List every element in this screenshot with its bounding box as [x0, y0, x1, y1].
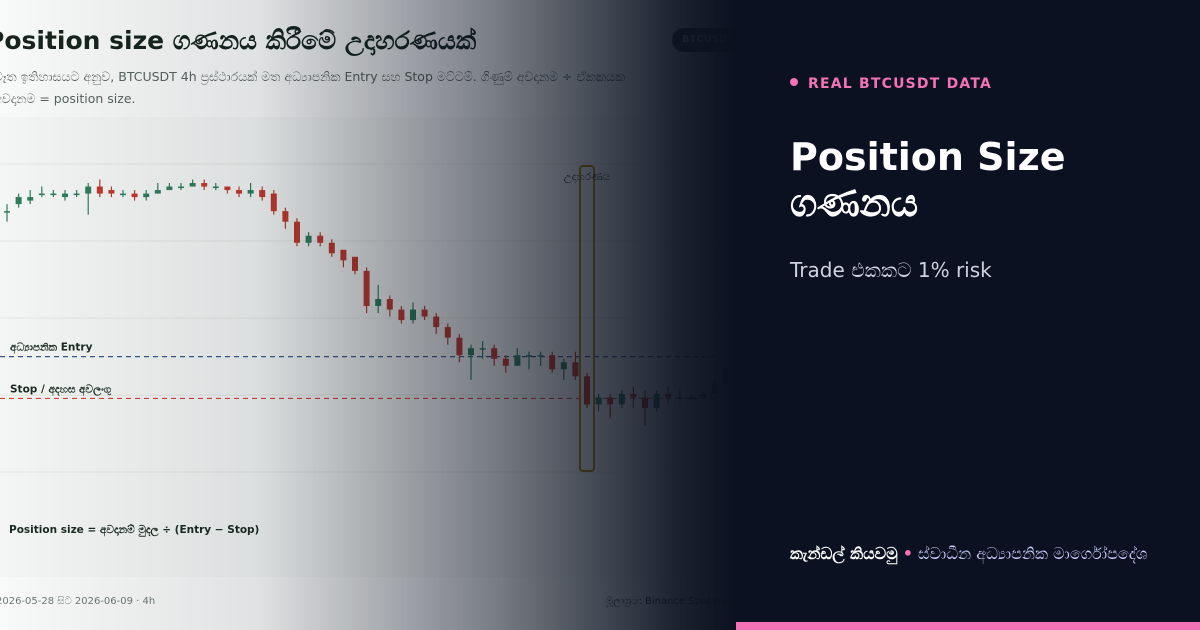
- candle-body: [363, 270, 370, 307]
- candle-body: [723, 369, 730, 384]
- candle-body: [201, 183, 208, 187]
- hero-panel: REAL BTCUSDT DATA Position Size ගණනය Tra…: [736, 0, 1200, 630]
- candle-body: [15, 197, 22, 205]
- candle-body: [642, 397, 648, 408]
- candle-body: [108, 190, 115, 194]
- kicker-text: REAL BTCUSDT DATA: [808, 76, 993, 92]
- candle-body: [120, 193, 126, 196]
- candle-body: [236, 190, 242, 194]
- candle-body: [607, 397, 614, 405]
- candle-body: [50, 193, 57, 196]
- chart-source-note: මූලාශ්‍රය: Binance Spot public API: [606, 596, 736, 607]
- candle-body: [572, 362, 579, 377]
- candle-body: [688, 397, 695, 399]
- hero-subtitle: Trade එකකට 1% risk: [790, 258, 992, 282]
- entry-level-label: අධ්‍යාපනික Entry: [10, 341, 93, 355]
- candlestick-chart: අධ්‍යාපනික Entry Stop / අදහස අවලංගු උදාහරණ…: [0, 117, 736, 581]
- stop-level-label: Stop / අදහස අවලංගු: [10, 382, 112, 397]
- candle-body: [618, 393, 625, 405]
- candle-body: [340, 249, 347, 261]
- candle-body: [38, 193, 45, 196]
- candle-body: [549, 355, 556, 370]
- candle-body: [143, 193, 150, 198]
- example-label: උදාහරණය: [564, 171, 611, 184]
- accent-bar: [736, 622, 1200, 630]
- candle-body: [595, 397, 602, 405]
- candle-body: [653, 393, 660, 408]
- candle-body: [131, 193, 138, 198]
- candle-body: [711, 383, 718, 394]
- candle-body: [410, 309, 416, 321]
- hero-title: Position Size ගණනය: [790, 135, 1066, 225]
- candle-body: [526, 355, 532, 357]
- brand-tagline: ස්වාධීන අධ්‍යාපනික මාර්ගෝපදේශ: [918, 544, 1148, 563]
- candle-body: [270, 193, 277, 212]
- chart-plot-area: [0, 117, 736, 577]
- candle-body: [584, 376, 590, 405]
- candle-body: [444, 327, 451, 338]
- kicker-dot-icon: [790, 78, 798, 86]
- candle-body: [421, 309, 428, 317]
- candle-body: [73, 193, 80, 196]
- candle-body: [96, 186, 103, 194]
- candle-body: [178, 186, 184, 189]
- candle-body: [189, 183, 196, 187]
- candle-body: [456, 337, 463, 356]
- candle-body: [294, 221, 300, 243]
- chart-svg: අධ්‍යාපනික Entry Stop / අදහස අවලංගු උදාහරණ…: [0, 117, 736, 577]
- candle-body: [166, 186, 173, 191]
- candle-body: [62, 193, 68, 198]
- symbol-badge: BTCUSDT · 4h: [672, 28, 736, 52]
- candle-body: [328, 242, 335, 254]
- brand-line: කැන්ඩල් කියවමු • ස්වාධීන අධ්‍යාපනික මාර්…: [790, 544, 1170, 563]
- chart-screenshot-panel: Position size ගණනය කිරීමේ උදාහරණයක් මෑත …: [0, 0, 736, 630]
- candle-body: [676, 397, 683, 399]
- candle-body: [224, 186, 231, 191]
- candle-body: [154, 190, 161, 194]
- candle-body: [398, 309, 405, 321]
- candle-body: [352, 256, 358, 271]
- candle-body: [665, 393, 672, 398]
- candle-body: [433, 316, 440, 328]
- candle-body: [386, 299, 393, 310]
- candle-body: [468, 348, 474, 356]
- candle-body: [247, 190, 254, 194]
- kicker-label: REAL BTCUSDT DATA: [790, 76, 992, 92]
- candle-body: [537, 355, 544, 357]
- candle-body: [502, 358, 509, 366]
- candle-body: [305, 235, 312, 243]
- candle-body: [375, 299, 382, 307]
- candle-body: [212, 186, 219, 189]
- candle-body: [700, 393, 706, 398]
- candle-body: [560, 362, 567, 370]
- chart-page-subtitle: මෑත ඉතිහාසයට අනුව, BTCUSDT 4h ප්‍රස්ථාරය…: [0, 69, 626, 106]
- brand-name: කැන්ඩල් කියවමු: [790, 544, 898, 563]
- position-size-formula: Position size = අවදානම් මුදල ÷ (Entry − …: [9, 523, 259, 538]
- candle-body: [317, 235, 324, 243]
- candle-body: [282, 211, 289, 222]
- candle-body: [514, 355, 521, 366]
- candle-body: [85, 186, 92, 194]
- candle-body: [259, 190, 266, 198]
- candle-body: [4, 211, 10, 213]
- brand-separator: •: [902, 544, 913, 563]
- candle-body: [491, 348, 498, 359]
- candle-body: [479, 348, 486, 350]
- candle-body: [630, 393, 637, 398]
- chart-date-range: 2026-05-28 සිට 2026-06-09 · 4h: [0, 596, 156, 607]
- chart-page-title: Position size ගණනය කිරීමේ උදාහරණයක්: [0, 26, 477, 55]
- candle-body: [27, 197, 34, 201]
